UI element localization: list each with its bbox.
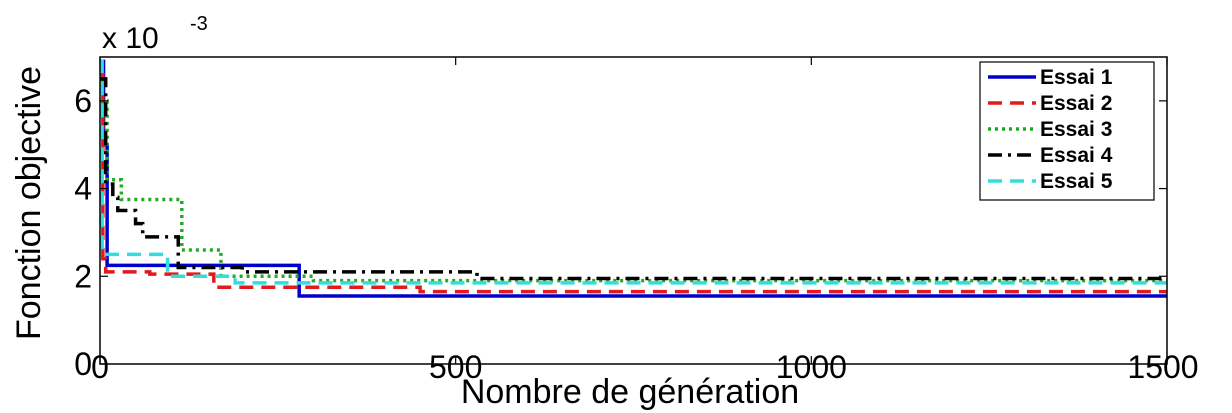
x-tick-label: 0 xyxy=(91,349,109,385)
series-line-2 xyxy=(100,72,1167,294)
legend-label-1: Essai 1 xyxy=(1040,66,1113,89)
legend-label-4: Essai 4 xyxy=(1040,144,1113,167)
series-line-4 xyxy=(100,77,1167,281)
x-tick-label: 1000 xyxy=(776,349,847,385)
y-tick-label: 2 xyxy=(74,258,92,294)
x-tick-label: 1500 xyxy=(1127,349,1198,385)
y-exponent-prefix: x 10 xyxy=(102,22,159,55)
y-tick-label: 0 xyxy=(74,346,92,382)
legend-box xyxy=(979,61,1155,201)
y-tick-label: 4 xyxy=(74,171,92,207)
series-layer xyxy=(100,59,1167,298)
plot-frame xyxy=(99,56,1168,365)
series-line-5 xyxy=(100,59,1167,285)
legend-label-2: Essai 2 xyxy=(1040,92,1112,115)
legend: Essai 1 Essai 2 Essai 3 Essai 4 Essai 5 xyxy=(979,61,1155,201)
legend-label-5: Essai 5 xyxy=(1040,170,1113,193)
y-exponent-power: -3 xyxy=(190,13,208,35)
y-axis-label: Fonction objective xyxy=(10,66,48,340)
ticks-layer: 0 500 1000 1500 0 2 4 6 xyxy=(74,57,1199,385)
legend-label-3: Essai 3 xyxy=(1040,118,1112,141)
y-tick-label: 6 xyxy=(74,83,92,119)
x-tick-label: 500 xyxy=(429,349,482,385)
x-axis-label: Nombre de génération xyxy=(461,373,799,411)
